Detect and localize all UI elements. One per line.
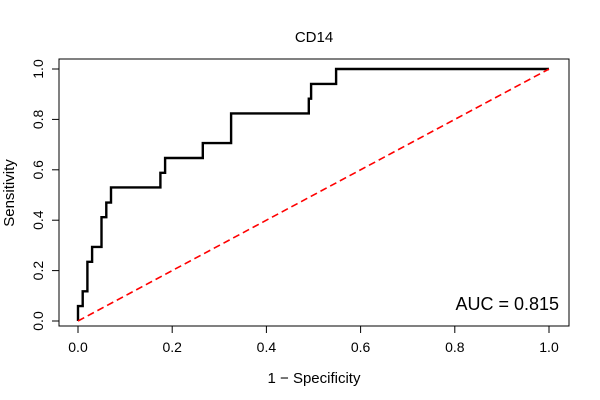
y-tick-label: 1.0 [30, 59, 46, 79]
reference-diagonal-line [77, 68, 550, 322]
series-group [76, 67, 550, 322]
roc-curve-line [76, 67, 549, 321]
auc-annotation: AUC = 0.815 [455, 294, 559, 314]
y-tick-label: 0.0 [30, 311, 46, 331]
x-tick-label: 0.8 [445, 339, 465, 355]
y-tick-label: 0.6 [30, 160, 46, 180]
x-tick-label: 0.6 [351, 339, 371, 355]
x-tick-label: 0.2 [162, 339, 182, 355]
plot-frame [58, 58, 570, 327]
x-tick-label: 0.0 [68, 339, 88, 355]
y-tick-label: 0.8 [30, 109, 46, 129]
chart-title: CD14 [295, 29, 333, 46]
y-axis-label: Sensitivity [1, 159, 18, 227]
y-tick-label: 0.2 [30, 261, 46, 281]
axes: 0.0 0.2 0.4 0.6 0.8 1.0 0.0 0.2 0.4 0.6 0.8 1.0 [30, 59, 559, 355]
x-tick-label: 0.4 [257, 339, 277, 355]
x-axis-label: 1 − Specificity [268, 370, 361, 387]
y-tick-label: 0.4 [30, 210, 46, 230]
x-tick-label: 1.0 [539, 339, 559, 355]
